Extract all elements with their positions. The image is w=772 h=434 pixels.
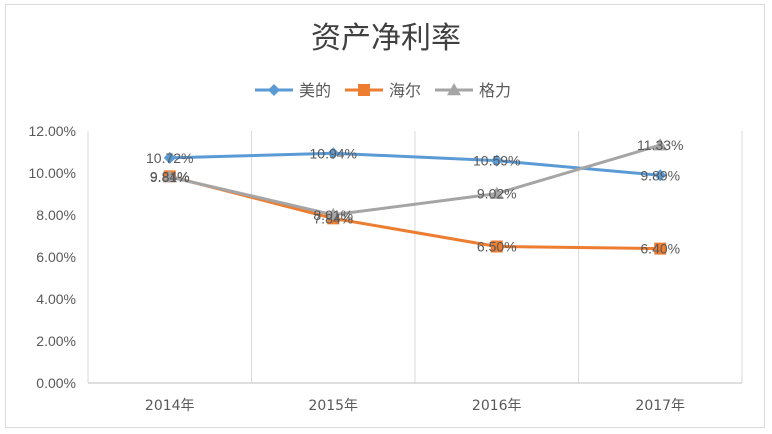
data-label-3-1: 9.81%	[150, 169, 190, 185]
legend-item-2: 海尔	[345, 81, 421, 100]
series-1-point-1	[163, 151, 176, 164]
data-label-2-4: 6.40%	[640, 241, 680, 257]
x-tick-label-2: 2015年	[308, 398, 358, 414]
legend-marker-3	[447, 83, 461, 96]
y-tick-label-0: 0.00%	[36, 375, 76, 391]
series-2-point-3	[490, 240, 503, 253]
data-label-3-4: 11.33%	[637, 137, 683, 153]
chart-frame	[5, 4, 765, 428]
series-3	[162, 138, 668, 221]
y-tick-label-2: 4.00%	[36, 291, 76, 307]
data-label-1-2: 10.94%	[310, 145, 357, 161]
legend: 美的 海尔 格力	[255, 81, 511, 100]
y-tick-label-5: 10.00%	[29, 165, 76, 181]
data-label-3-3: 9.02%	[477, 186, 517, 202]
x-tick-label-1: 2014年	[145, 398, 195, 414]
data-label-3-2: 8.01%	[313, 207, 353, 223]
series-1-point-2	[327, 147, 340, 160]
series-line-3	[168, 143, 662, 217]
legend-label-3: 格力	[479, 81, 511, 100]
legend-item-3: 格力	[435, 81, 511, 100]
y-tick-label-1: 2.00%	[36, 333, 76, 349]
data-label-1-4: 9.89%	[640, 167, 680, 183]
series-2-point-4	[654, 242, 667, 255]
legend-marker-1	[268, 84, 280, 96]
x-tick-label-4: 2017年	[635, 398, 685, 414]
y-axis: 0.00% 2.00% 4.00% 6.00% 8.00% 10.00% 12.00%	[29, 123, 76, 391]
legend-label-2: 海尔	[389, 81, 421, 100]
x-axis: 2014年 2015年 2016年 2017年	[88, 382, 742, 414]
series-3-point-3	[489, 186, 504, 199]
data-label-2-2: 7.84%	[313, 210, 353, 226]
data-labels-group: 10.72% 10.94% 10.59% 9.89% 9.84% 7.84% 6.50% 6.…	[146, 137, 683, 257]
series-group	[162, 138, 668, 255]
legend-item-1: 美的	[255, 81, 331, 100]
series-3-point-1	[162, 169, 177, 183]
y-tick-label-3: 6.00%	[36, 249, 76, 265]
data-label-1-1: 10.72%	[146, 150, 193, 166]
series-3-point-2	[326, 207, 341, 221]
series-3-point-4	[653, 138, 668, 151]
grid-lines	[87, 131, 743, 383]
chart-title: 资产净利率	[311, 21, 461, 56]
y-tick-label-4: 8.00%	[36, 207, 76, 223]
legend-marker-2	[358, 84, 370, 96]
series-1-point-3	[490, 154, 503, 167]
x-tick-label-3: 2016年	[472, 398, 522, 414]
data-label-2-1: 9.84%	[150, 168, 190, 184]
y-tick-label-6: 12.00%	[29, 123, 76, 139]
legend-label-1: 美的	[299, 81, 331, 100]
data-label-2-3: 6.50%	[477, 239, 517, 255]
data-label-1-3: 10.59%	[473, 153, 520, 169]
series-1-point-4	[654, 169, 667, 182]
